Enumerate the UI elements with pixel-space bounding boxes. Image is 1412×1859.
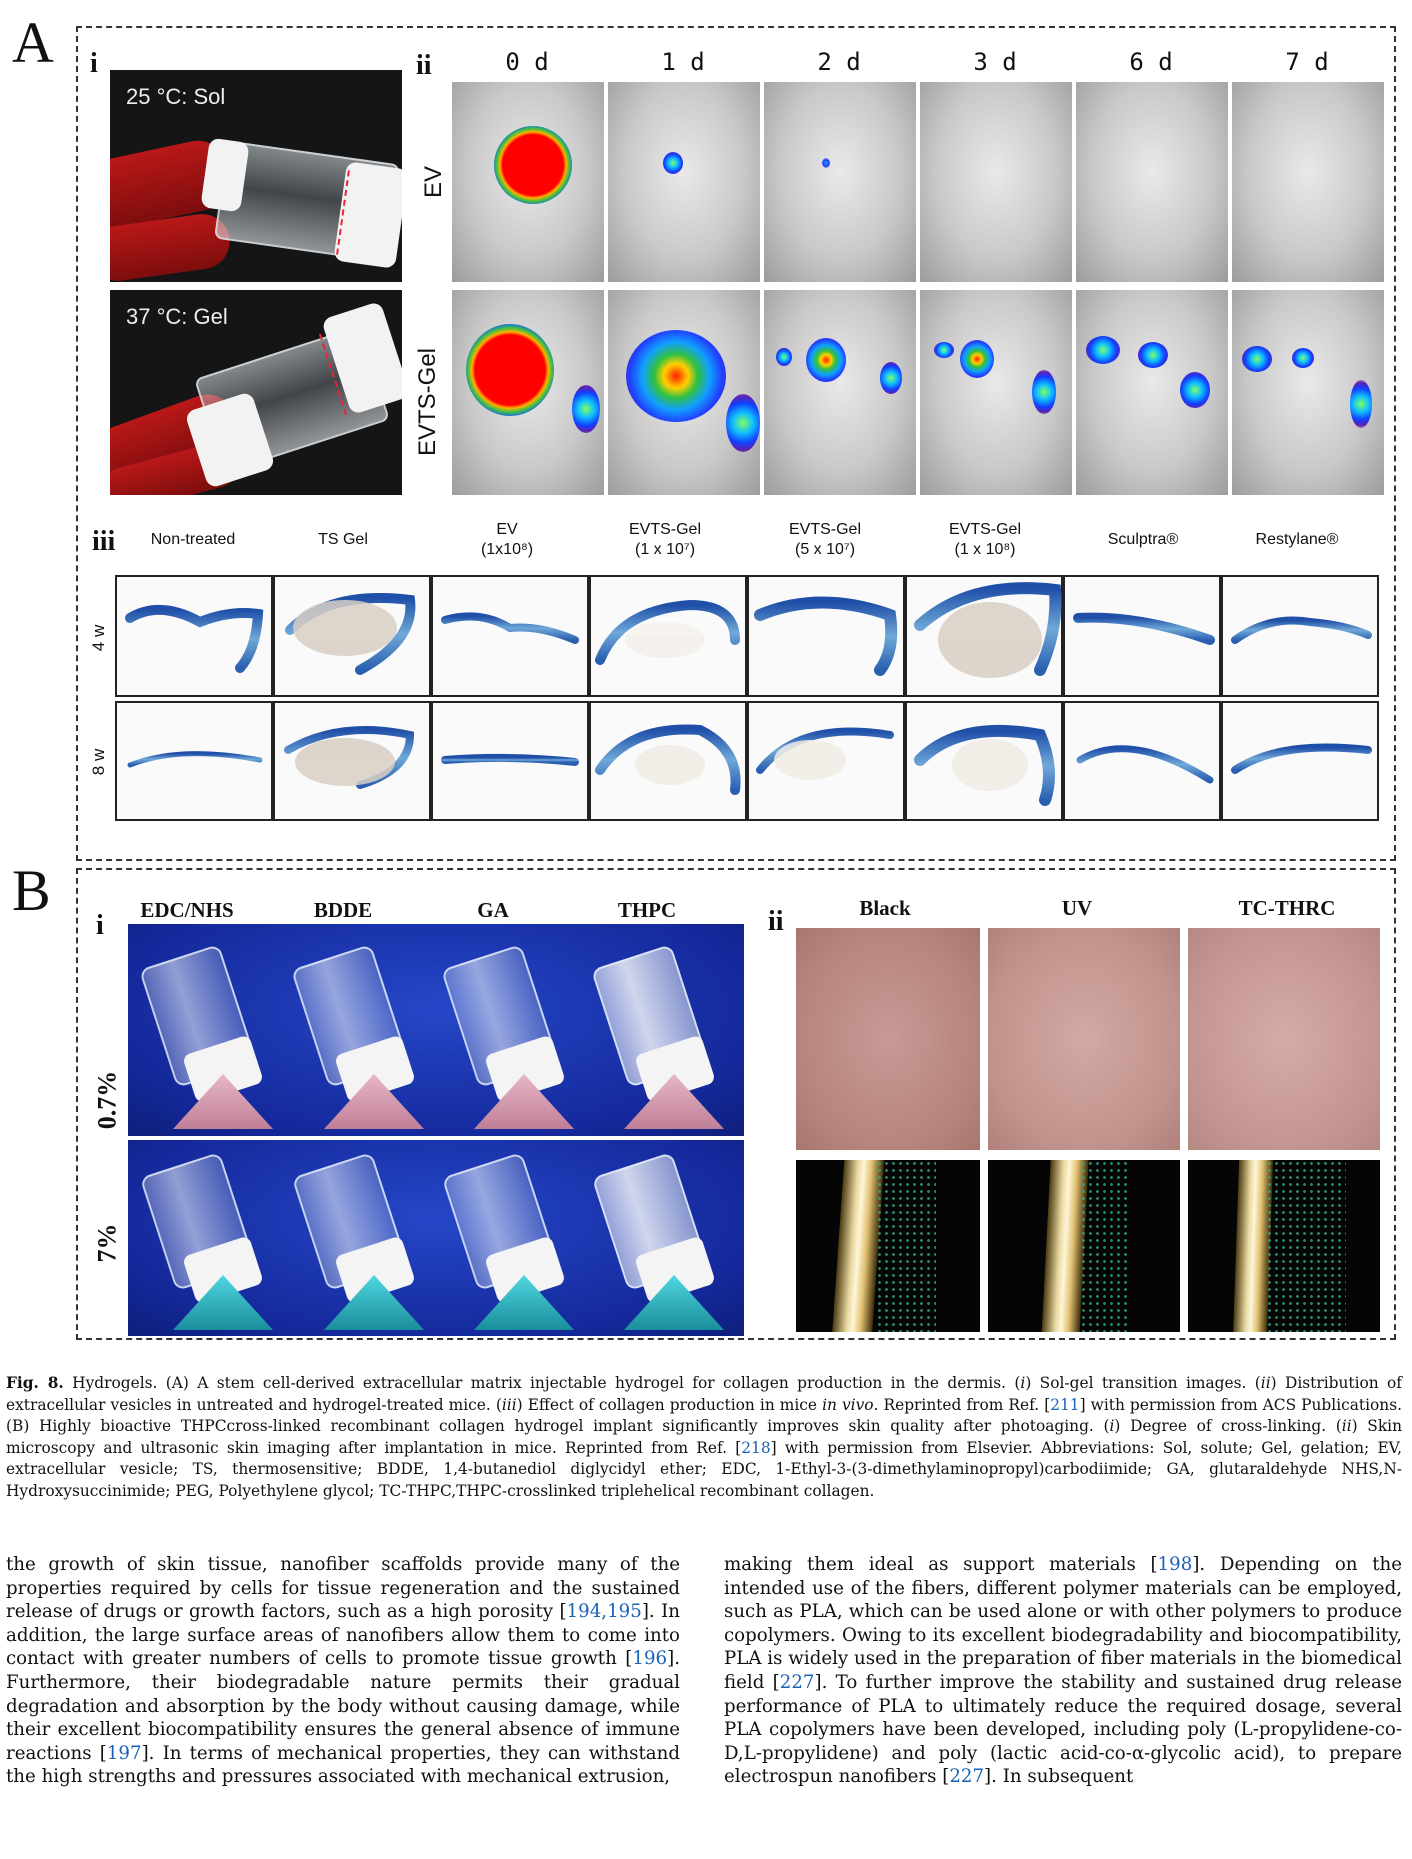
- day-label-2: 2 d: [817, 48, 861, 76]
- crosslink-photo-0-7: [128, 924, 744, 1136]
- body-left-column: the growth of skin tissue, nanofiber sca…: [6, 1554, 681, 1788]
- day-label-0: 0 d: [505, 48, 549, 76]
- skin-photo-tc-thrc: [1188, 928, 1380, 1150]
- hist-col-ts-gel: TS Gel: [318, 531, 368, 548]
- skin-col-black: Black: [859, 896, 911, 920]
- b-col-edc-nhs: EDC/NHS: [140, 898, 234, 922]
- gel-temperature-label: 37 °C: Gel: [126, 304, 228, 329]
- ev-mouse-7d: [1232, 82, 1384, 282]
- panel-b-i-label: i: [96, 910, 104, 941]
- b-col-bdde: BDDE: [313, 898, 373, 922]
- gel-vial-photo: 37 °C: Gel: [110, 290, 402, 495]
- ref-196[interactable]: 196: [632, 1648, 668, 1670]
- ultrasound-uv: [988, 1160, 1180, 1332]
- b-col-ga: GA: [477, 898, 509, 922]
- hist-col-ev: EV (1x10⁸): [480, 521, 534, 558]
- panel-b-ii-label: ii: [768, 906, 784, 937]
- b-col-thpc: THPC: [617, 898, 677, 922]
- skin-col-tc-thrc: TC-THRC: [1238, 896, 1336, 920]
- ev-mouse-0d: [452, 82, 604, 282]
- evts-gel-mouse-0d: [452, 290, 604, 495]
- hist-col-evts-gel-5e7: EVTS-Gel (5 x 10⁷): [788, 521, 861, 558]
- day-label-3: 3 d: [973, 48, 1017, 76]
- body-right-column: making them ideal as support materials […: [724, 1554, 1403, 1788]
- sol-vial-photo: 25 °C: Sol: [110, 70, 402, 282]
- evts-gel-mouse-7d: [1232, 290, 1384, 495]
- ref-227-b[interactable]: 227: [949, 1766, 985, 1788]
- skin-col-uv: UV: [1061, 896, 1093, 920]
- panel-a-letter: A: [12, 10, 54, 75]
- evts-gel-mouse-1d: [608, 290, 760, 495]
- crosslink-photo-7: [128, 1140, 744, 1336]
- b-row-7-percent: 7%: [92, 1223, 122, 1263]
- ultrasound-tc-thrc: [1188, 1160, 1380, 1332]
- hist-col-evts-gel-1e8: EVTS-Gel (1 x 10⁸): [948, 521, 1021, 558]
- hist-col-non-treated: Non-treated: [150, 531, 236, 548]
- panel-a-frame: [76, 26, 1396, 861]
- ev-mouse-2d: [764, 82, 916, 282]
- panel-b-letter: B: [12, 858, 51, 923]
- evts-gel-mouse-2d: [764, 290, 916, 495]
- caption-ref-211[interactable]: 211: [1050, 1395, 1080, 1414]
- hist-col-restylane: Restylane®: [1255, 531, 1339, 548]
- histology-grid: [115, 575, 1379, 821]
- evts-gel-mouse-3d: [920, 290, 1072, 495]
- hist-col-sculptra: Sculptra®: [1107, 531, 1179, 548]
- ref-227-a[interactable]: 227: [779, 1671, 815, 1693]
- panel-a-iii-label: iii: [92, 526, 116, 557]
- ev-mouse-1d: [608, 82, 760, 282]
- day-label-7: 7 d: [1285, 48, 1329, 76]
- ref-198[interactable]: 198: [1157, 1554, 1193, 1575]
- day-label-6: 6 d: [1129, 48, 1173, 76]
- day-label-1: 1 d: [661, 48, 705, 76]
- ref-197[interactable]: 197: [106, 1742, 142, 1764]
- sol-temperature-label: 25 °C: Sol: [126, 84, 226, 109]
- ev-mouse-3d: [920, 82, 1072, 282]
- panel-b-frame: [76, 868, 1396, 1340]
- figure-caption: Fig. 8. Hydrogels. (A) A stem cell-deriv…: [6, 1374, 1402, 1500]
- skin-photo-black: [796, 928, 980, 1150]
- skin-photo-uv: [988, 928, 1180, 1150]
- panel-a-ii-label: ii: [416, 50, 432, 81]
- caption-ref-218[interactable]: 218: [741, 1438, 771, 1457]
- ev-mouse-6d: [1076, 82, 1228, 282]
- ultrasound-black: [796, 1160, 980, 1332]
- ref-194-195[interactable]: 194,195: [566, 1601, 642, 1623]
- hist-col-evts-gel-1e7: EVTS-Gel (1 x 10⁷): [628, 521, 701, 558]
- panel-a-i-label: i: [90, 48, 98, 79]
- b-row-0-7-percent: 0.7%: [92, 1070, 122, 1130]
- evts-gel-mouse-6d: [1076, 290, 1228, 495]
